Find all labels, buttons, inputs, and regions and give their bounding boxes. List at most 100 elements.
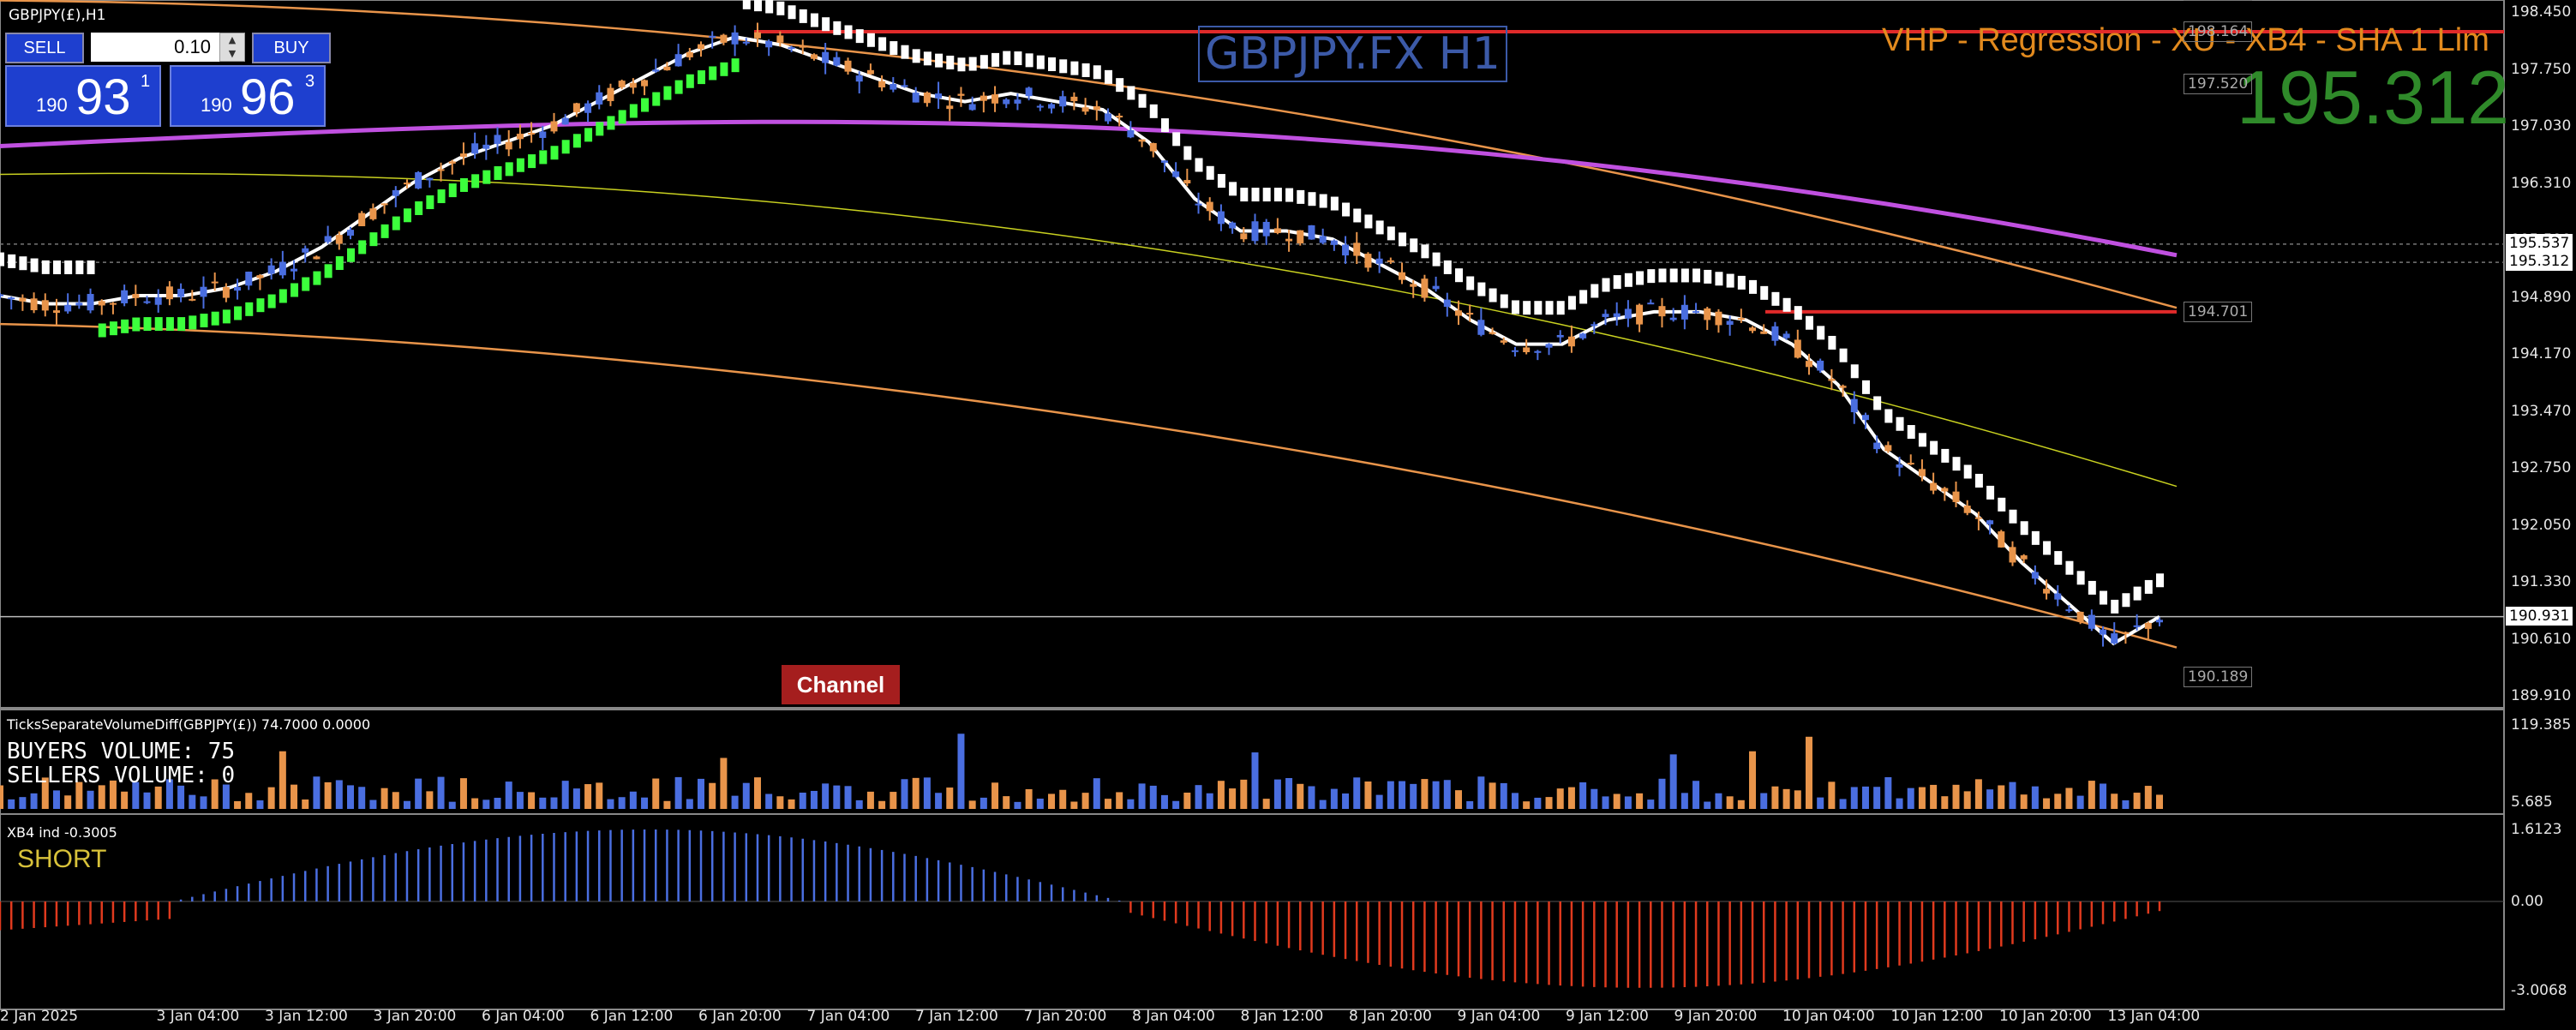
volume-bar <box>177 785 185 809</box>
volume-bar <box>1930 784 1938 809</box>
ha-block <box>324 264 332 278</box>
ha-block <box>1692 268 1701 283</box>
volume-bar <box>629 791 637 809</box>
candle-body <box>561 117 569 125</box>
ha-block <box>154 317 163 332</box>
current-price-big: 195.312 <box>2237 55 2510 140</box>
ha-block <box>629 104 638 118</box>
volume-bar <box>222 784 230 809</box>
volume-bar <box>415 778 422 809</box>
volume-bar <box>1138 783 1146 809</box>
volume-bar <box>1410 783 1417 809</box>
volume-bar <box>1059 789 1067 809</box>
candle-body <box>2144 622 2152 629</box>
ha-block <box>121 319 129 333</box>
ha-block <box>516 158 524 172</box>
ha-block <box>1771 291 1780 306</box>
candle-body <box>720 34 728 43</box>
ha-block <box>1273 188 1282 202</box>
ha-block <box>1116 78 1124 93</box>
candle-body <box>1353 243 1361 256</box>
volume-bar <box>1704 801 1711 809</box>
volume-bar <box>1760 793 1768 809</box>
candle-body <box>674 54 682 67</box>
candle-body <box>0 294 3 296</box>
xb4-panel-title: XB4 ind -0.3005 <box>7 824 117 841</box>
candle-body <box>866 69 874 75</box>
ha-block <box>855 29 864 44</box>
volume-bar <box>2111 793 2118 809</box>
candle-body <box>878 81 886 87</box>
ha-block <box>1217 174 1225 189</box>
ha-block <box>8 254 16 268</box>
ha-block <box>2133 586 2142 601</box>
volume-bar <box>211 779 219 809</box>
volume-bar <box>810 790 818 809</box>
time-axis-label: 9 Jan 20:00 <box>1674 1008 1758 1025</box>
volume-bar <box>607 799 614 809</box>
candle-body <box>109 302 117 305</box>
volume-bar <box>901 779 908 809</box>
lot-stepper-icon[interactable]: ▲ ▼ <box>219 33 245 62</box>
volume-bar <box>1782 788 1790 809</box>
ha-block <box>1093 65 1101 80</box>
ha-block <box>1138 93 1147 108</box>
sell-price-box[interactable]: 190 93 1 <box>5 65 161 127</box>
volume-bar <box>1952 784 1960 809</box>
volume-bar <box>1805 736 1812 809</box>
buy-price-box[interactable]: 190 96 3 <box>170 65 326 127</box>
ha-block <box>2076 571 2085 585</box>
buy-button[interactable]: BUY <box>252 33 331 63</box>
ha-block <box>663 86 672 100</box>
candle-body <box>211 281 219 284</box>
candle-body <box>686 51 693 57</box>
volume-bar <box>335 780 343 809</box>
volume-bar <box>505 781 512 809</box>
candle-body <box>1036 105 1044 108</box>
volume-bar <box>109 780 117 809</box>
ha-block <box>935 53 944 68</box>
candle-body <box>1839 386 1847 388</box>
volume-bar <box>968 800 976 809</box>
candle-body <box>1297 230 1304 243</box>
candle-body <box>121 290 129 303</box>
candle-body <box>380 203 388 206</box>
chart-watermark: GBPJPY.FX H1 <box>1198 26 1507 82</box>
ha-block <box>946 55 955 69</box>
ha-block <box>890 41 898 56</box>
candle-body <box>494 135 501 144</box>
candle-body <box>1974 517 1982 519</box>
ha-block <box>1489 288 1497 302</box>
ha-block <box>596 122 604 136</box>
ha-block <box>1297 189 1305 204</box>
volume-bar <box>1477 776 1485 809</box>
channel-button[interactable]: Channel <box>782 665 900 704</box>
volume-bar <box>1884 776 1892 809</box>
volume-bar <box>742 782 750 809</box>
candle-body <box>1817 360 1824 371</box>
volume-bar <box>979 797 987 809</box>
candle-body <box>1014 99 1021 104</box>
volume-bar <box>1839 799 1847 809</box>
volume-bar <box>1206 793 1213 809</box>
price-tag: 197.520 <box>2184 73 2253 94</box>
ha-block <box>2065 560 2074 575</box>
candle-body <box>200 286 207 297</box>
candle-body <box>1726 320 1734 326</box>
volume-bar <box>482 799 490 809</box>
volume-bar <box>1771 786 1779 809</box>
ha-block <box>561 140 570 154</box>
lot-size-input[interactable]: 0.10 <box>91 33 219 62</box>
ha-block <box>923 51 932 66</box>
volume-bar <box>720 758 728 809</box>
volume-bar <box>1998 785 2005 809</box>
sell-button[interactable]: SELL <box>5 33 84 63</box>
ha-block <box>279 289 287 303</box>
ha-block <box>189 315 197 330</box>
ha-block <box>1884 409 1893 423</box>
candle-body <box>2156 620 2163 623</box>
candle-body <box>1093 106 1100 111</box>
volume-bar <box>52 790 60 809</box>
volume-bar <box>1680 793 1688 809</box>
